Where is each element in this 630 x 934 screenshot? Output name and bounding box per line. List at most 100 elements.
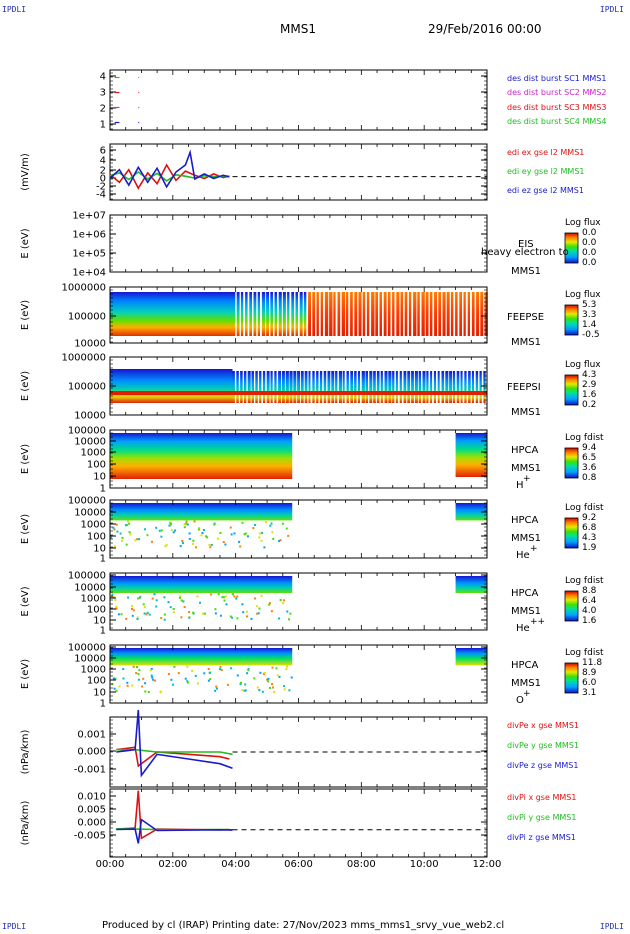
- hpca-he-speckle: [230, 533, 233, 536]
- feepse-ylabel: E (eV): [20, 300, 31, 330]
- hpca-he-speckle: [193, 520, 196, 523]
- hpca-he-species-charge: +: [530, 544, 538, 554]
- hpca-hepp-speckle: [114, 598, 117, 601]
- hpca-hepp-speckle: [139, 596, 142, 599]
- hpca-o-speckle: [172, 683, 174, 686]
- feepse-fill-stripe: [429, 292, 433, 336]
- hpca-o-colorbar: [564, 662, 579, 694]
- hpca-hepp-speckle: [180, 599, 183, 602]
- hpca-he-ytick-label: 1000: [81, 520, 106, 531]
- hpca-hepp-speckle: [196, 595, 199, 598]
- hpca-hepp-speckle: [246, 610, 249, 613]
- hpca-hepp-speckle: [143, 612, 146, 615]
- eis-ytick-label: 1e+04: [72, 268, 106, 279]
- edi-series-1-line: [109, 170, 230, 182]
- hpca-he-ytick-label: 10: [93, 544, 106, 555]
- hpca-o-speckle: [275, 667, 278, 670]
- hpca-hepp-speckle: [242, 611, 245, 614]
- hpca-hepp-spacecraft-label: MMS1: [511, 606, 541, 617]
- hpca-o-speckle: [230, 667, 233, 670]
- page-datetime: 29/Feb/2016 00:00: [428, 22, 542, 36]
- feepse-colorbar: [564, 304, 579, 336]
- feepsi-fill-stripe: [392, 371, 395, 403]
- divpi-legend-0: divPi x gse MMS1: [507, 793, 577, 802]
- hpca-he-speckle: [185, 522, 188, 525]
- divpe-legend-2: divPe z gse MMS1: [507, 761, 579, 770]
- feepse-fill-stripe: [274, 292, 277, 336]
- hpca-h-species-charge: +: [523, 474, 531, 484]
- feepsi-fill-stripe: [342, 371, 345, 403]
- feepse-fill-stripe: [312, 292, 316, 336]
- eis-species-label: heavy electron to: [481, 247, 569, 258]
- hpca-hepp-speckle: [153, 593, 156, 596]
- feepsi-fill-stripe: [452, 371, 456, 403]
- hpca-o-speckle: [271, 683, 273, 686]
- hpca-he-speckle: [127, 520, 129, 523]
- hpca-he-speckle: [246, 535, 249, 538]
- hpca-he-speckle: [182, 542, 184, 545]
- hpca-he-colorbar-value-2: 4.3: [582, 533, 597, 543]
- hpca-hepp-speckle: [231, 616, 233, 619]
- feepsi-fill-stripe: [289, 371, 293, 403]
- feepsi-fill-stripe: [312, 371, 315, 403]
- feepse-fill-stripe: [480, 292, 484, 336]
- hpca-o-ytick-label: 1000: [81, 665, 106, 676]
- hpca-hepp-speckle: [221, 596, 224, 599]
- hpca-o-ytick-label: 1: [100, 699, 106, 710]
- hpca-hepp-ytick-label: 100: [87, 605, 106, 616]
- hpca-hepp-species-label: He: [516, 623, 530, 634]
- hpca-he-speckle: [229, 526, 232, 529]
- hpca-hepp-speckle: [143, 606, 146, 609]
- hpca-hepp-speckle: [117, 613, 120, 616]
- hpca-hepp-colorbar-value-3: 1.6: [582, 616, 597, 626]
- hpca-o-speckle: [216, 687, 218, 690]
- hpca-hepp-ylabel: E (eV): [20, 586, 31, 616]
- feepse-colorbar-value-3: -0.5: [582, 330, 600, 340]
- hpca-hepp-species-charge: ++: [530, 617, 546, 627]
- corner-label-bottom-right: IPDLI: [599, 922, 624, 931]
- hpca-o-fill-main: [110, 648, 293, 666]
- hpca-he-speckle: [224, 543, 227, 546]
- hpca-h-colorbar: [564, 447, 579, 479]
- hpca-o-speckle: [285, 668, 288, 671]
- hpca-o-speckle: [283, 688, 286, 691]
- hpca-o-speckle: [135, 672, 138, 675]
- feepsi-fill-stripe: [441, 371, 445, 403]
- x-tick-label: 02:00: [158, 859, 187, 870]
- feepse-fill-stripe: [476, 292, 480, 336]
- hpca-he-speckle: [258, 532, 261, 535]
- feepse-fill-stripe: [383, 292, 387, 336]
- feepsi-fill-stripe: [319, 371, 323, 403]
- hpca-hepp-speckle: [260, 594, 263, 597]
- feepsi-fill-stripe: [426, 371, 429, 403]
- feepse-fill-stripe: [236, 292, 240, 336]
- hpca-o-speckle: [269, 686, 271, 689]
- hpca-hepp-speckle: [163, 613, 166, 616]
- hpca-o-speckle: [261, 690, 264, 693]
- hpca-he-speckle: [201, 532, 204, 534]
- feepse-fill-stripe: [341, 292, 345, 336]
- feepsi-fill-stripe: [475, 371, 479, 403]
- hpca-o-speckle: [288, 689, 291, 692]
- hpca-o-speckle: [263, 672, 266, 674]
- hpca-o-fill-late: [455, 648, 487, 666]
- hpca-o-speckle: [151, 676, 154, 679]
- feepse-fill-early: [110, 292, 233, 336]
- feepsi-fill-stripe: [240, 371, 243, 403]
- feepsi-fill-stripe: [350, 371, 353, 403]
- hpca-o-speckle: [220, 669, 223, 671]
- feepse-fill-stripe: [266, 292, 269, 336]
- feepsi-fill-stripe: [262, 371, 266, 403]
- hpca-o-speckle: [186, 665, 189, 668]
- feepse-instrument-label: FEEPSE: [507, 312, 545, 323]
- hpca-o-speckle: [219, 668, 221, 671]
- hpca-h-instrument-label: HPCA: [511, 445, 539, 456]
- feepsi-fill-stripe: [270, 371, 273, 403]
- hpca-he-speckle: [270, 522, 273, 525]
- hpca-hepp-speckle: [210, 593, 213, 596]
- hpca-he-speckle: [205, 535, 208, 538]
- feepse-fill-stripe: [253, 292, 257, 336]
- hpca-he-colorbar-title: Log fdist: [565, 503, 604, 513]
- hpca-he-speckle: [243, 533, 246, 536]
- hpca-he-speckle: [158, 529, 161, 532]
